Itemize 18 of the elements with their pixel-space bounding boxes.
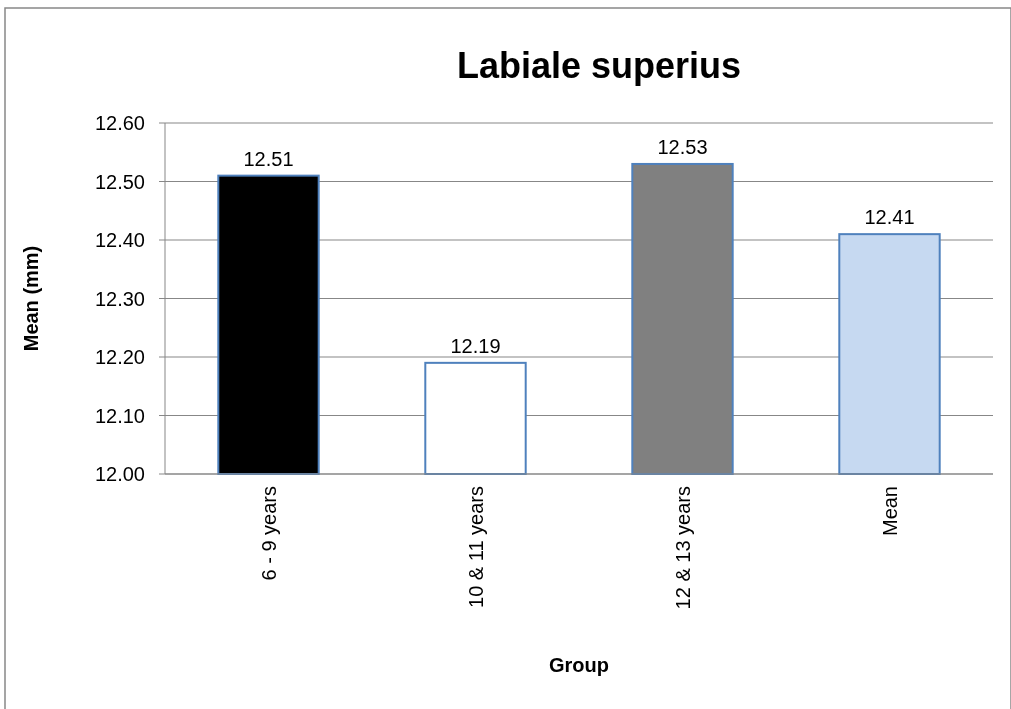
y-tick-label: 12.50 [94, 170, 145, 193]
data-label: 12.41 [864, 206, 915, 229]
y-tick-label: 12.60 [94, 112, 145, 134]
y-tick-label: 12.40 [94, 229, 145, 251]
x-axis-title: Group [549, 654, 609, 676]
data-label: 12.53 [657, 135, 708, 158]
data-label: 12.19 [450, 334, 501, 357]
x-tick-label: 10 & 11 years [464, 486, 487, 608]
y-axis-title: Mean (mm) [20, 245, 42, 352]
x-tick-label: Mean [878, 486, 901, 537]
data-label: 12.51 [243, 147, 294, 170]
chart-title: Labiale superius [456, 45, 742, 86]
y-tick-label: 12.10 [94, 404, 145, 427]
y-tick-label: 12.20 [94, 346, 145, 368]
x-tick-label: 6 - 9 years [257, 486, 280, 581]
y-tick-label: 12.30 [94, 287, 145, 310]
y-tick-label: 12.00 [94, 463, 145, 485]
x-tick-label: 12 & 13 years [671, 486, 694, 610]
